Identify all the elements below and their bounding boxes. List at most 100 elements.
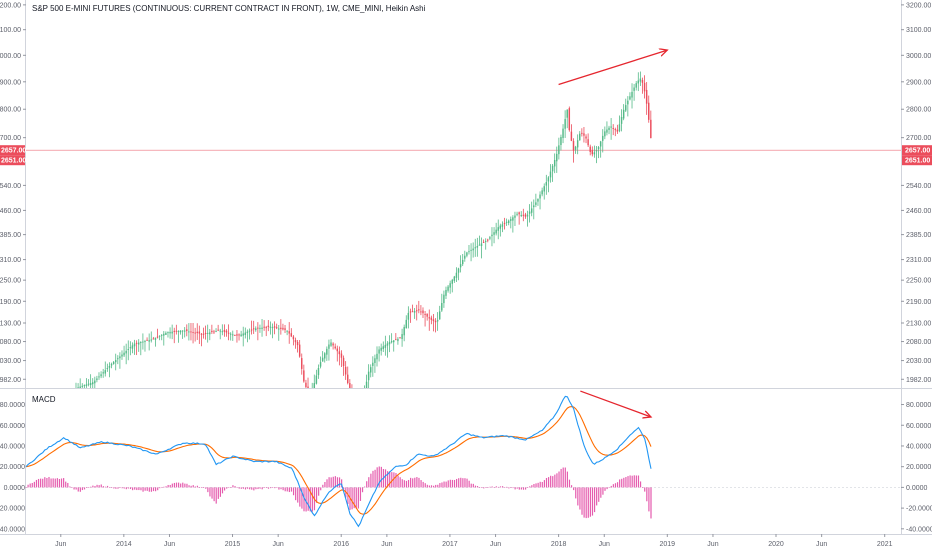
macd-histogram-bar <box>516 487 518 489</box>
price-pane[interactable] <box>26 71 901 419</box>
macd-histogram-bar <box>35 479 38 488</box>
candle-body <box>190 331 192 333</box>
macd-histogram-bar <box>439 483 441 488</box>
candle-body <box>650 119 652 139</box>
candle-body <box>382 346 385 350</box>
candle-body <box>390 341 393 343</box>
candle-body <box>541 190 543 195</box>
candle-body <box>102 372 104 374</box>
macd-histogram-bar <box>570 485 573 488</box>
candle-body <box>79 386 81 388</box>
macd-histogram-bar <box>157 487 159 491</box>
macd-histogram-bar <box>207 487 209 493</box>
macd-histogram-bar <box>364 486 366 488</box>
macd-histogram-bar <box>635 475 637 488</box>
macd-histogram-bar <box>134 487 136 490</box>
candle-body <box>585 136 587 139</box>
candle-body <box>560 136 562 145</box>
candle-body <box>213 331 215 333</box>
macd-histogram-bar <box>44 477 46 488</box>
candle-body <box>516 213 518 215</box>
macd-histogram-bar <box>81 487 84 491</box>
macd-histogram-bar <box>629 475 631 488</box>
macd-histogram-bar <box>489 486 491 488</box>
candle-body <box>568 108 571 131</box>
candle-body <box>169 331 171 334</box>
macd-histogram-bar <box>573 487 575 491</box>
macd-histogram-bar <box>504 487 506 488</box>
candle-body <box>553 160 556 167</box>
candle-body <box>240 334 242 337</box>
macd-histogram-bar <box>200 487 203 488</box>
candle-body <box>606 129 608 133</box>
macd-pane[interactable] <box>25 395 901 528</box>
time-tick-label: Jun <box>599 541 610 548</box>
candle-body <box>123 352 125 356</box>
macd-histogram-bar <box>437 484 439 488</box>
macd-histogram-bar <box>426 484 428 488</box>
candle-body <box>179 330 182 333</box>
macd-histogram-bar <box>290 487 293 492</box>
candle-body <box>545 182 548 186</box>
macd-histogram-bar <box>322 484 324 488</box>
candle-body <box>108 365 111 368</box>
price-tick-label-right: 2130.00 <box>906 320 931 327</box>
macd-tick-label-left: -20.0000 <box>0 506 25 513</box>
macd-histogram-bar <box>221 487 224 494</box>
candle-body <box>315 375 318 384</box>
macd-histogram-bar <box>234 486 236 488</box>
macd-histogram-bar <box>223 487 226 491</box>
macd-histogram-bar <box>462 478 464 488</box>
candle-body <box>280 327 282 329</box>
macd-histogram-bar <box>111 487 113 488</box>
candle-body <box>244 332 247 336</box>
macd-histogram-bar <box>453 479 456 488</box>
candle-body <box>495 229 497 234</box>
time-tick-label: Jun <box>164 541 175 548</box>
candle-body <box>499 225 502 229</box>
macd-histogram-bar <box>633 475 635 488</box>
macd-histogram-bar <box>71 487 73 488</box>
macd-histogram-bar <box>610 485 612 488</box>
macd-histogram-bar <box>510 487 512 488</box>
macd-histogram-bar <box>215 487 217 504</box>
macd-histogram-bar <box>566 471 568 488</box>
macd-histogram-bar <box>366 481 368 488</box>
macd-histogram-bar <box>456 478 458 488</box>
macd-histogram-bar <box>472 483 474 488</box>
macd-tick-label-right: -40.0000 <box>906 526 932 533</box>
candle-body <box>313 383 316 388</box>
candle-body <box>378 349 380 354</box>
macd-histogram-bar <box>384 469 387 488</box>
time-tick-label: Jun <box>273 541 284 548</box>
candle-body <box>522 214 525 216</box>
macd-histogram-bar <box>451 479 454 488</box>
macd-histogram-bar <box>612 484 614 488</box>
macd-histogram-bar <box>192 485 194 488</box>
macd-histogram-bar <box>50 478 52 488</box>
candle-body <box>144 341 146 343</box>
candle-body <box>330 342 332 346</box>
candle-body <box>459 264 462 268</box>
macd-histogram-bar <box>445 481 447 488</box>
macd-histogram-bar <box>52 478 54 488</box>
candle-body <box>365 381 368 388</box>
macd-histogram-bar <box>380 466 382 488</box>
macd-histogram-bar <box>292 487 295 496</box>
candle-body <box>196 331 198 334</box>
macd-histogram-bar <box>113 487 115 489</box>
candle-body <box>175 330 178 332</box>
candle-body <box>94 380 96 384</box>
candle-body <box>535 202 537 205</box>
macd-histogram-bar <box>539 481 541 488</box>
candle-body <box>570 131 573 141</box>
macd-histogram-bar <box>330 477 332 488</box>
candle-body <box>305 382 307 388</box>
candle-body <box>112 361 115 365</box>
macd-histogram-bar <box>27 484 29 488</box>
macd-histogram-bar <box>196 485 199 488</box>
macd-histogram-bar <box>585 487 587 519</box>
candle-body <box>595 150 598 152</box>
time-tick-label: 2015 <box>225 541 241 548</box>
candle-body <box>386 343 389 346</box>
